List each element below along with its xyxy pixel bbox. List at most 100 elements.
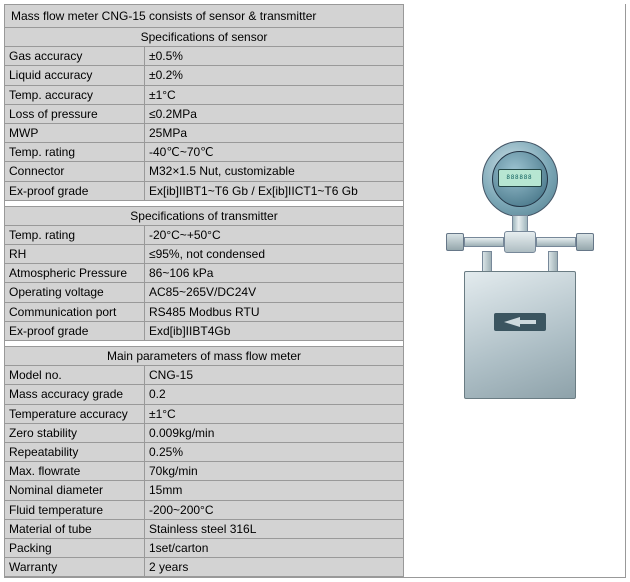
- table-row: Packing1set/carton: [5, 538, 404, 557]
- spec-value: 0.25%: [145, 442, 404, 461]
- arm-right: [536, 237, 576, 247]
- table-row: Warranty2 years: [5, 558, 404, 577]
- spec-value: 86~106 kPa: [145, 264, 404, 283]
- spec-value: ±0.5%: [145, 47, 404, 66]
- table-row: Temperature accuracy±1°C: [5, 404, 404, 423]
- spec-value: Exd[ib]IIBT4Gb: [145, 321, 404, 340]
- table-row: Nominal diameter15mm: [5, 481, 404, 500]
- spec-label: Gas accuracy: [5, 47, 145, 66]
- lcd-digits: 888888: [502, 171, 538, 185]
- section-header-text: Main parameters of mass flow meter: [5, 347, 404, 366]
- spec-label: Connector: [5, 162, 145, 181]
- nut-left: [446, 233, 464, 251]
- spec-label: Temp. rating: [5, 225, 145, 244]
- spec-label: Warranty: [5, 558, 145, 577]
- tee-joint: [504, 231, 536, 253]
- spec-label: Max. flowrate: [5, 462, 145, 481]
- spec-label: Operating voltage: [5, 283, 145, 302]
- table-row: ConnectorM32×1.5 Nut, customizable: [5, 162, 404, 181]
- spec-value: AC85~265V/DC24V: [145, 283, 404, 302]
- spec-value: -40℃~70℃: [145, 143, 404, 162]
- spec-value: 70kg/min: [145, 462, 404, 481]
- table-row: Communication portRS485 Modbus RTU: [5, 302, 404, 321]
- table-row: Ex-proof gradeEx[ib]IIBT1~T6 Gb / Ex[ib]…: [5, 181, 404, 200]
- spec-value: 2 years: [145, 558, 404, 577]
- spec-value: ≤0.2MPa: [145, 104, 404, 123]
- table-row: Atmospheric Pressure86~106 kPa: [5, 264, 404, 283]
- flow-meter-illustration: 888888: [440, 141, 600, 441]
- table-row: Zero stability0.009kg/min: [5, 423, 404, 442]
- spec-label: Nominal diameter: [5, 481, 145, 500]
- table-row: Model no.CNG-15: [5, 366, 404, 385]
- table-row: Ex-proof gradeExd[ib]IIBT4Gb: [5, 321, 404, 340]
- spec-value: -20°C~+50°C: [145, 225, 404, 244]
- table-row: Temp. rating-20°C~+50°C: [5, 225, 404, 244]
- spec-label: RH: [5, 245, 145, 264]
- table-row: Gas accuracy±0.5%: [5, 47, 404, 66]
- table-row: Material of tubeStainless steel 316L: [5, 519, 404, 538]
- spec-label: Atmospheric Pressure: [5, 264, 145, 283]
- spec-value: 25MPa: [145, 123, 404, 142]
- spec-value: ±0.2%: [145, 66, 404, 85]
- spec-label: Mass accuracy grade: [5, 385, 145, 404]
- drop-tube-right: [548, 251, 558, 273]
- table-row: MWP25MPa: [5, 123, 404, 142]
- spec-label: Repeatability: [5, 442, 145, 461]
- spec-value: ±1°C: [145, 85, 404, 104]
- spec-value: Stainless steel 316L: [145, 519, 404, 538]
- spec-sheet: Mass flow meter CNG-15 consists of senso…: [4, 4, 626, 578]
- spec-value: RS485 Modbus RTU: [145, 302, 404, 321]
- table-row: Temp. accuracy±1°C: [5, 85, 404, 104]
- spec-table: Specifications of sensorGas accuracy±0.5…: [4, 27, 404, 577]
- drop-tube-left: [482, 251, 492, 273]
- spec-label: Temp. rating: [5, 143, 145, 162]
- table-row: Fluid temperature-200~200°C: [5, 500, 404, 519]
- table-row: Liquid accuracy±0.2%: [5, 66, 404, 85]
- spec-label: Fluid temperature: [5, 500, 145, 519]
- table-row: RH≤95%, not condensed: [5, 245, 404, 264]
- table-row: Mass accuracy grade0.2: [5, 385, 404, 404]
- spec-label: Communication port: [5, 302, 145, 321]
- table-row: Repeatability0.25%: [5, 442, 404, 461]
- table-row: Loss of pressure≤0.2MPa: [5, 104, 404, 123]
- spec-value: ≤95%, not condensed: [145, 245, 404, 264]
- spec-label: Temperature accuracy: [5, 404, 145, 423]
- section-header: Specifications of transmitter: [5, 206, 404, 225]
- spec-label: Model no.: [5, 366, 145, 385]
- spec-value: CNG-15: [145, 366, 404, 385]
- table-row: Temp. rating-40℃~70℃: [5, 143, 404, 162]
- spec-value: -200~200°C: [145, 500, 404, 519]
- spec-label: Zero stability: [5, 423, 145, 442]
- spec-label: Ex-proof grade: [5, 181, 145, 200]
- spec-value: 0.009kg/min: [145, 423, 404, 442]
- spec-label: Temp. accuracy: [5, 85, 145, 104]
- nut-right: [576, 233, 594, 251]
- spec-value: ±1°C: [145, 404, 404, 423]
- spec-label: Liquid accuracy: [5, 66, 145, 85]
- section-header: Main parameters of mass flow meter: [5, 347, 404, 366]
- spec-value: 0.2: [145, 385, 404, 404]
- neck: [512, 215, 528, 233]
- sheet-title: Mass flow meter CNG-15 consists of senso…: [4, 4, 404, 27]
- arrow-tail: [520, 320, 536, 324]
- spec-label: Ex-proof grade: [5, 321, 145, 340]
- section-header: Specifications of sensor: [5, 28, 404, 47]
- spec-label: Material of tube: [5, 519, 145, 538]
- spec-value: M32×1.5 Nut, customizable: [145, 162, 404, 181]
- spec-value: Ex[ib]IIBT1~T6 Gb / Ex[ib]IICT1~T6 Gb: [145, 181, 404, 200]
- table-row: Operating voltageAC85~265V/DC24V: [5, 283, 404, 302]
- spec-label: Packing: [5, 538, 145, 557]
- arm-left: [464, 237, 504, 247]
- arrow-left-icon: [504, 317, 520, 327]
- sensor-body: [464, 271, 576, 399]
- section-header-text: Specifications of sensor: [5, 28, 404, 47]
- spec-value: 1set/carton: [145, 538, 404, 557]
- product-image-column: 888888: [414, 4, 625, 577]
- table-row: Max. flowrate70kg/min: [5, 462, 404, 481]
- section-header-text: Specifications of transmitter: [5, 206, 404, 225]
- spec-label: MWP: [5, 123, 145, 142]
- spec-value: 15mm: [145, 481, 404, 500]
- spec-label: Loss of pressure: [5, 104, 145, 123]
- flow-direction-plate: [494, 313, 546, 331]
- spec-tables-column: Mass flow meter CNG-15 consists of senso…: [4, 4, 404, 577]
